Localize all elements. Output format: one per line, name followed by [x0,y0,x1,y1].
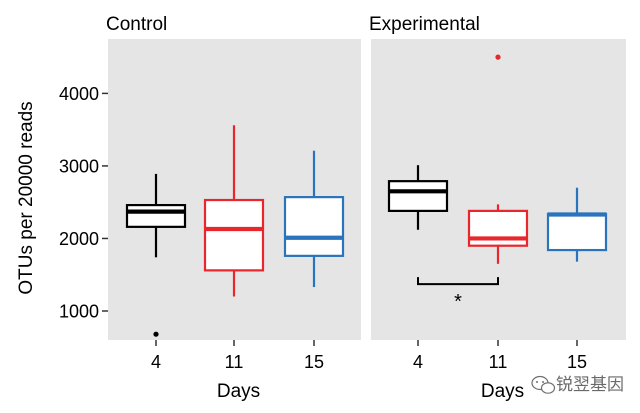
outlier-point [495,54,501,60]
box-iqr [283,196,345,257]
x-tick-label: 4 [151,352,161,372]
box-day-4 [387,165,449,230]
watermark: 锐翌基因 [531,375,624,394]
box-day-15 [546,187,608,262]
box-iqr [387,180,449,212]
box-iqr [546,212,608,252]
y-tick-label: 2000 [59,229,99,249]
box-day-11 [467,54,529,264]
x-axis-label: Days [217,381,260,402]
box-day-4 [125,173,187,337]
x-axis-label: Days [481,381,524,402]
y-axis: 1000 2000 3000 4000 [59,84,108,321]
y-axis-label: OTUs per 20000 reads [16,101,37,294]
panel-title: Experimental [369,14,480,35]
x-tick-label: 11 [489,352,508,372]
x-tick-label: 4 [413,352,423,372]
box-iqr [125,203,187,228]
significance-bracket: * [417,277,499,313]
panel-control: Control 4 11 15 Days [106,14,361,402]
x-tick-label: 11 [225,352,244,372]
panels-layer: Control 4 11 15 Days Experimental 4 11 15 Days * [106,14,626,402]
significance-label: * [454,291,462,313]
bracket-line [417,277,499,286]
box-iqr [203,198,265,272]
wechat-icon [531,375,556,394]
y-tick-label: 1000 [59,301,99,321]
outlier-point [153,331,159,337]
y-tick-label: 3000 [59,156,99,176]
y-tick-label: 4000 [59,84,99,104]
x-tick-label: 15 [304,352,324,372]
panel-experimental: Experimental 4 11 15 Days * [369,14,626,402]
x-tick-label: 15 [567,352,587,372]
panel-title: Control [106,14,167,35]
watermark-text: 锐翌基因 [556,375,624,394]
box-day-15 [283,150,345,288]
box-day-11 [203,125,265,297]
